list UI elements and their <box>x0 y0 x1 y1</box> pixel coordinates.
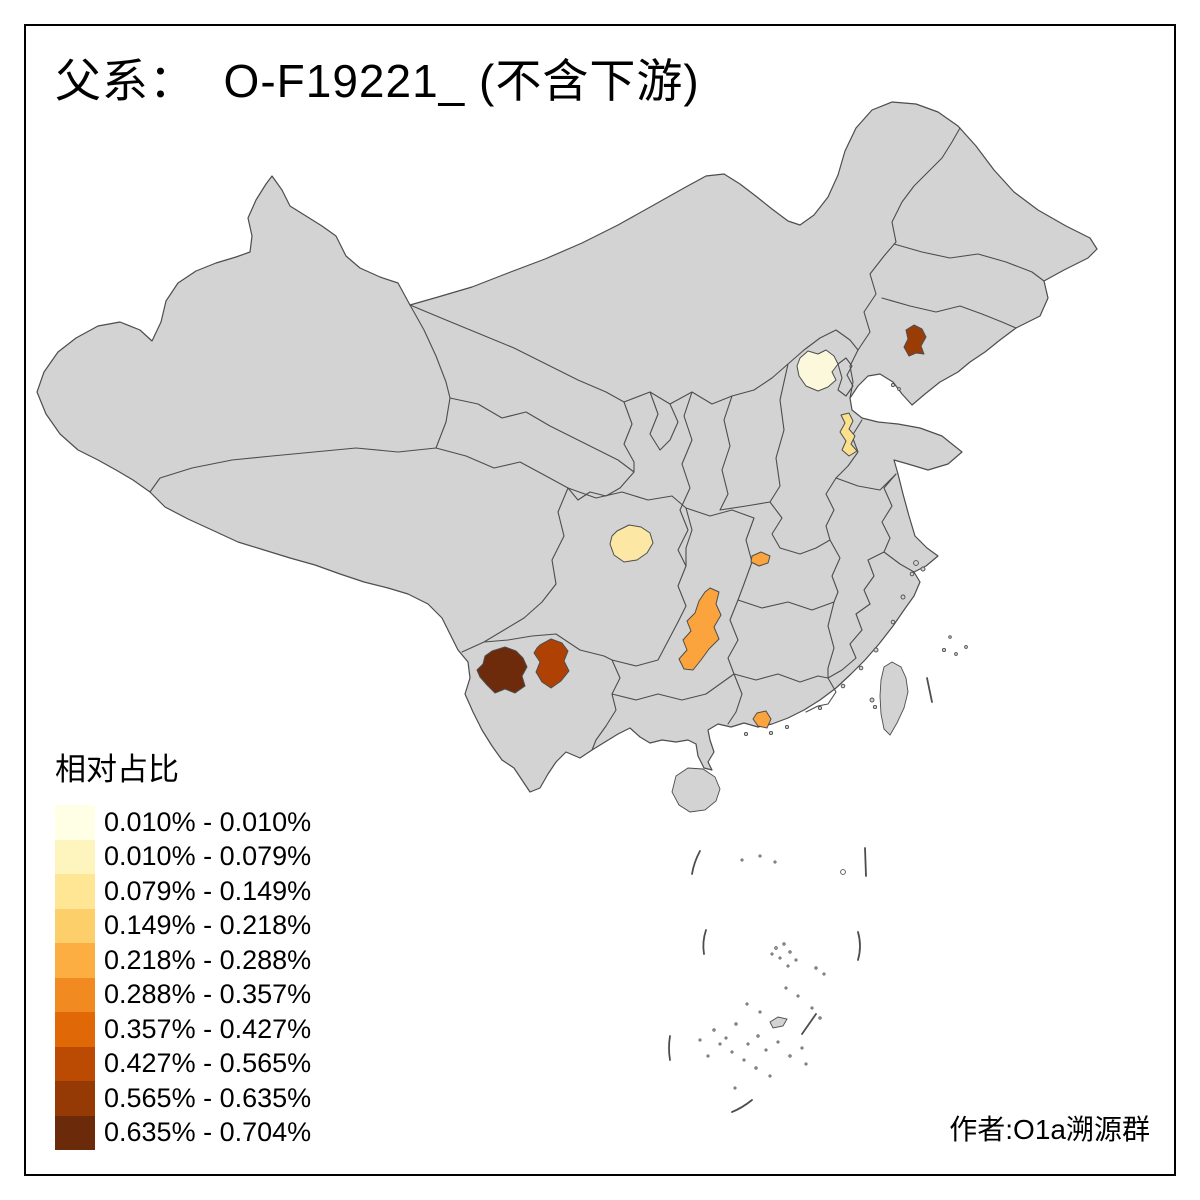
legend-label: 0.288% - 0.357% <box>104 979 312 1010</box>
legend-row: 0.288% - 0.357% <box>55 977 312 1012</box>
nine-dash-line <box>668 677 933 1113</box>
legend-label: 0.010% - 0.079% <box>104 841 312 872</box>
map-legend: 相对占比 0.010% - 0.010% 0.010% - 0.079% 0.0… <box>55 744 311 1150</box>
hainan-island <box>671 767 721 813</box>
china-mainland <box>36 101 1098 793</box>
legend-swatch <box>55 805 95 840</box>
region-beijing <box>796 349 839 392</box>
region-hebei <box>839 412 858 457</box>
legend-label: 0.357% - 0.427% <box>104 1013 312 1044</box>
legend-swatch <box>55 1115 95 1150</box>
legend-swatch <box>55 1012 95 1047</box>
legend-label: 0.149% - 0.218% <box>104 910 312 941</box>
author-credit: 作者:O1a溯源群 <box>949 1114 1150 1145</box>
legend-row: 0.010% - 0.079% <box>55 839 312 874</box>
shaded-regions <box>476 324 927 729</box>
region-liaoning <box>903 324 927 357</box>
legend-title: 相对占比 <box>55 752 179 787</box>
legend-row: 0.635% - 0.704% <box>55 1115 312 1150</box>
region-yunnan-central <box>533 638 570 689</box>
page-title: 父系： O-F19221_ (不含下游) <box>55 55 700 107</box>
region-guangdong <box>752 710 772 729</box>
legend-row: 0.565% - 0.635% <box>55 1081 311 1116</box>
legend-swatch <box>55 1081 95 1116</box>
legend-label: 0.635% - 0.704% <box>104 1117 312 1148</box>
spratly-islet <box>769 1016 788 1029</box>
province-borders <box>149 127 1045 751</box>
legend-row: 0.079% - 0.149% <box>55 874 311 909</box>
legend-label: 0.079% - 0.149% <box>104 875 312 906</box>
legend-swatch <box>55 839 95 874</box>
islands <box>671 382 968 1029</box>
legend-row: 0.010% - 0.010% <box>55 805 311 840</box>
legend-swatch <box>55 1046 95 1081</box>
south-china-sea-islets <box>698 854 826 1090</box>
taiwan-island <box>879 661 909 736</box>
legend-label: 0.218% - 0.288% <box>104 944 312 975</box>
legend-row: 0.149% - 0.218% <box>55 908 312 943</box>
region-hubei <box>750 551 771 567</box>
legend-swatch <box>55 908 95 943</box>
legend-label: 0.010% - 0.010% <box>104 806 312 837</box>
legend-swatch <box>55 874 95 909</box>
legend-row: 0.357% - 0.427% <box>55 1012 311 1047</box>
legend-label: 0.565% - 0.635% <box>104 1082 312 1113</box>
region-sichuan <box>609 524 654 563</box>
legend-row: 0.427% - 0.565% <box>55 1046 312 1081</box>
legend-swatch <box>55 943 95 978</box>
region-yunnan-west <box>476 646 528 694</box>
legend-swatch <box>55 977 95 1012</box>
legend-row: 0.218% - 0.288% <box>55 943 311 978</box>
region-chongqing-guizhou <box>678 587 722 671</box>
legend-label: 0.427% - 0.565% <box>104 1048 312 1079</box>
